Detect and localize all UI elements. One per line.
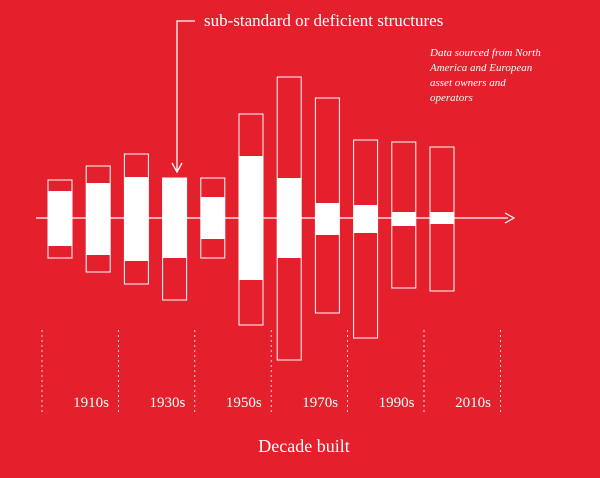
tick-label-1970s: 1970s: [302, 395, 338, 411]
annotation-text: sub-standard or deficient structures: [204, 11, 443, 30]
x-axis: [36, 212, 516, 224]
inner-bar-1920s: [86, 183, 111, 255]
tick-label-1950s: 1950s: [226, 395, 262, 411]
callout: sub-standard or deficient structures: [171, 11, 443, 174]
callout-line: [176, 20, 195, 170]
inner-bar-1980s: [315, 203, 340, 235]
inner-bar-1990s: [353, 205, 378, 233]
tick-label-1990s: 1990s: [379, 395, 415, 411]
source-note: Data sourced from North America and Euro…: [429, 47, 543, 104]
decade-dividers: [41, 330, 501, 412]
x-axis-title: Decade built: [258, 436, 349, 456]
inner-bar-2000s: [391, 212, 416, 226]
callout-arrowhead: [171, 162, 183, 174]
tick-label-2010s: 2010s: [455, 395, 491, 411]
tick-label-1910s: 1910s: [73, 395, 109, 411]
outer-bar-1990s: [353, 139, 379, 339]
tick-label-1930s: 1930s: [149, 395, 185, 411]
tick-labels: 1910s 1930s 1950s 1970s 1990s 2010s: [73, 395, 491, 411]
axis-arrowhead: [504, 212, 516, 224]
inner-bar-1930s: [124, 177, 149, 261]
